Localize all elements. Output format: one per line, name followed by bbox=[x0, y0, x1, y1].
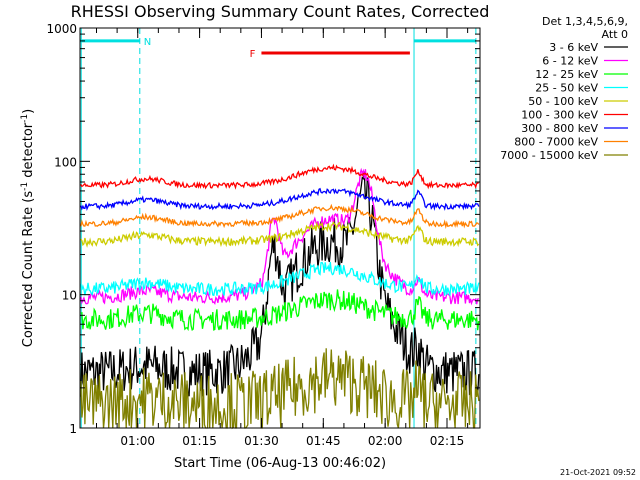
x-tick-label: 01:15 bbox=[182, 434, 217, 448]
x-tick-label: 01:00 bbox=[120, 434, 155, 448]
y-tick-label: 100 bbox=[54, 155, 77, 169]
footer-timestamp: 21-Oct-2021 09:52 bbox=[560, 468, 636, 477]
y-axis-label-mid: detector bbox=[21, 122, 36, 182]
series-line bbox=[80, 187, 480, 211]
legend-entry-label: 50 - 100 keV bbox=[528, 95, 598, 108]
observing-marker-label: N bbox=[144, 37, 151, 48]
series-line bbox=[80, 348, 480, 430]
y-axis-label-end: ) bbox=[21, 109, 36, 114]
x-tick-label: 01:45 bbox=[306, 434, 341, 448]
legend-entry-label: 800 - 7000 keV bbox=[514, 136, 598, 149]
legend-header-line1: Det 1,3,4,5,6,9, bbox=[542, 15, 628, 28]
x-axis-label: Start Time (06-Aug-13 00:46:02) bbox=[174, 456, 386, 471]
legend-header-line2: Att 0 bbox=[602, 28, 628, 41]
chart-title: RHESSI Observing Summary Count Rates, Co… bbox=[71, 2, 490, 21]
legend-entry-label: 300 - 800 keV bbox=[521, 122, 598, 135]
y-axis-label-sup1: -1 bbox=[20, 182, 30, 191]
y-tick-label: 1 bbox=[69, 422, 77, 436]
legend-entry-label: 7000 - 15000 keV bbox=[500, 149, 598, 162]
x-tick-label: 02:00 bbox=[368, 434, 403, 448]
x-axis-ticks: 01:00 01:15 01:30 01:45 02:00 02:15 bbox=[95, 28, 469, 448]
observing-marker-label: F bbox=[250, 49, 256, 60]
plot-area: NF bbox=[80, 28, 480, 430]
series-line bbox=[80, 203, 480, 229]
legend-entry-label: 12 - 25 keV bbox=[535, 68, 598, 81]
series-line bbox=[80, 171, 480, 397]
x-tick-label: 01:30 bbox=[244, 434, 279, 448]
y-tick-label: 1000 bbox=[46, 22, 77, 36]
y-axis-label-sup2: -1 bbox=[20, 114, 30, 123]
y-axis-ticks: 1 10 100 1000 bbox=[46, 22, 480, 436]
x-tick-label: 02:15 bbox=[430, 434, 465, 448]
legend-entry-label: 6 - 12 keV bbox=[542, 55, 598, 68]
series-line bbox=[80, 289, 480, 332]
y-tick-label: 10 bbox=[62, 289, 77, 303]
y-axis-label: Corrected Count Rate (s-1 detector-1) bbox=[20, 109, 36, 347]
series-line bbox=[80, 221, 480, 248]
legend-entry-label: 25 - 50 keV bbox=[535, 82, 598, 95]
plot-frame bbox=[79, 27, 481, 429]
series-line bbox=[80, 261, 480, 297]
series-line bbox=[80, 163, 479, 190]
y-axis-label-main: Corrected Count Rate (s bbox=[21, 191, 36, 348]
legend-entry-label: 3 - 6 keV bbox=[549, 41, 598, 54]
legend-entry-label: 100 - 300 keV bbox=[521, 109, 598, 122]
